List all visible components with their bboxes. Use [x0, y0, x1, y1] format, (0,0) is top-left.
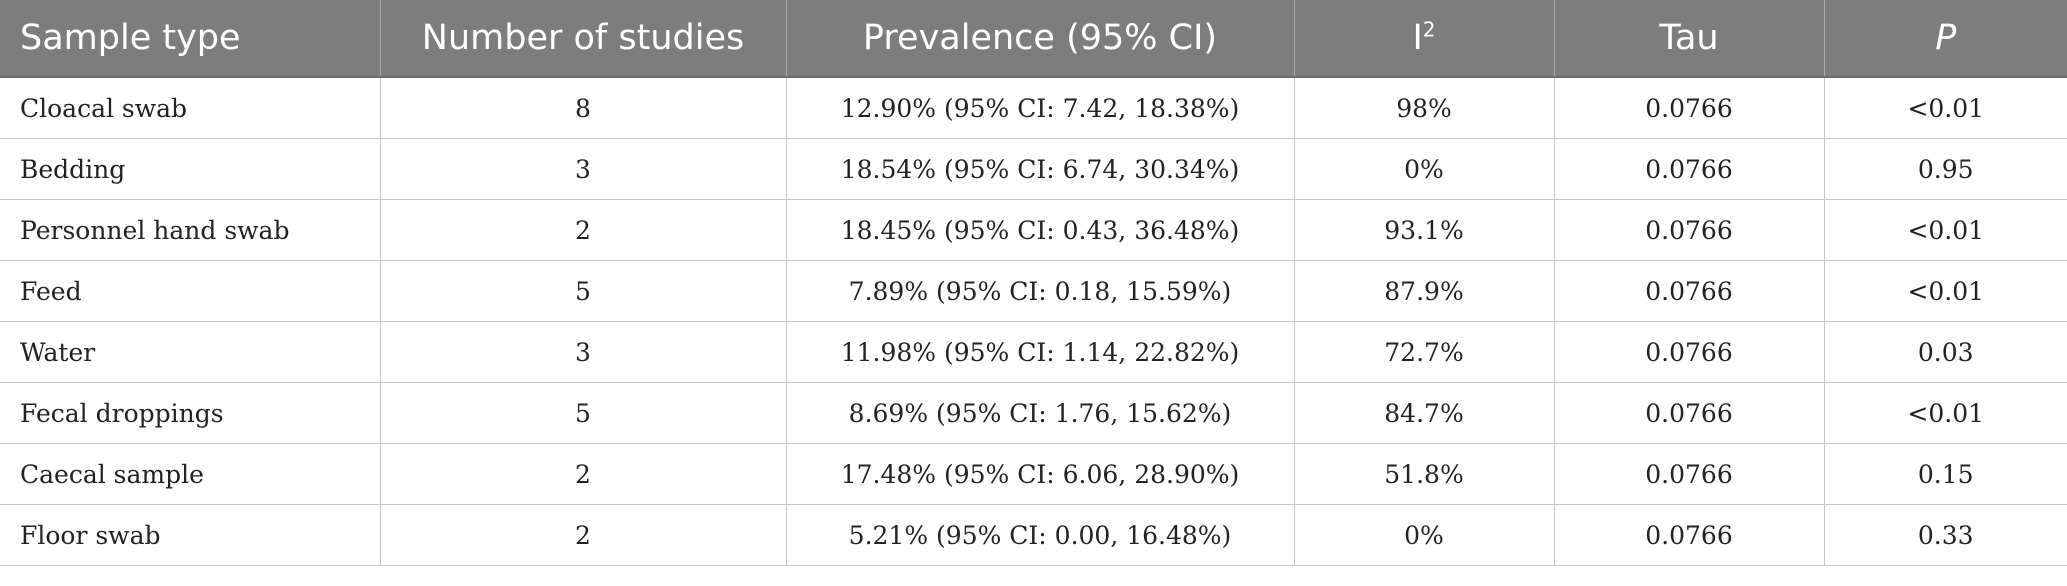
table-row: Water 3 11.98% (95% CI: 1.14, 22.82%) 72…: [0, 321, 2067, 383]
cell-p: 0.33: [1824, 504, 2067, 566]
header-tau: Tau: [1554, 0, 1825, 78]
table-header: Sample type Number of studies Prevalence…: [0, 0, 2067, 78]
header-i2: I2: [1294, 0, 1555, 78]
cell-tau: 0.0766: [1554, 138, 1825, 200]
cell-tau: 0.0766: [1554, 382, 1825, 444]
header-prevalence: Prevalence (95% CI): [786, 0, 1295, 78]
table-row: Cloacal swab 8 12.90% (95% CI: 7.42, 18.…: [0, 77, 2067, 139]
header-sample-type: Sample type: [0, 0, 381, 78]
cell-prevalence: 18.45% (95% CI: 0.43, 36.48%): [786, 199, 1295, 261]
cell-sample-type: Water: [0, 321, 381, 383]
cell-i2: 72.7%: [1294, 321, 1555, 383]
cell-number-of-studies: 2: [380, 443, 787, 505]
cell-prevalence: 18.54% (95% CI: 6.74, 30.34%): [786, 138, 1295, 200]
table-row: Personnel hand swab 2 18.45% (95% CI: 0.…: [0, 199, 2067, 261]
cell-sample-type: Cloacal swab: [0, 77, 381, 139]
cell-tau: 0.0766: [1554, 260, 1825, 322]
cell-tau: 0.0766: [1554, 504, 1825, 566]
cell-p: <0.01: [1824, 199, 2067, 261]
cell-i2: 84.7%: [1294, 382, 1555, 444]
table-row: Floor swab 2 5.21% (95% CI: 0.00, 16.48%…: [0, 504, 2067, 566]
cell-prevalence: 7.89% (95% CI: 0.18, 15.59%): [786, 260, 1295, 322]
cell-i2: 0%: [1294, 138, 1555, 200]
cell-i2: 98%: [1294, 77, 1555, 139]
table-row: Fecal droppings 5 8.69% (95% CI: 1.76, 1…: [0, 382, 2067, 444]
cell-sample-type: Caecal sample: [0, 443, 381, 505]
cell-prevalence: 5.21% (95% CI: 0.00, 16.48%): [786, 504, 1295, 566]
header-number-of-studies: Number of studies: [380, 0, 787, 78]
cell-sample-type: Bedding: [0, 138, 381, 200]
header-i2-superscript: 2: [1422, 17, 1436, 42]
cell-sample-type: Fecal droppings: [0, 382, 381, 444]
cell-i2: 51.8%: [1294, 443, 1555, 505]
cell-prevalence: 17.48% (95% CI: 6.06, 28.90%): [786, 443, 1295, 505]
cell-tau: 0.0766: [1554, 199, 1825, 261]
cell-prevalence: 12.90% (95% CI: 7.42, 18.38%): [786, 77, 1295, 139]
cell-tau: 0.0766: [1554, 321, 1825, 383]
cell-number-of-studies: 8: [380, 77, 787, 139]
header-i2-base: I: [1412, 18, 1423, 58]
cell-p: 0.03: [1824, 321, 2067, 383]
cell-sample-type: Feed: [0, 260, 381, 322]
cell-i2: 87.9%: [1294, 260, 1555, 322]
cell-i2: 0%: [1294, 504, 1555, 566]
cell-p: <0.01: [1824, 260, 2067, 322]
cell-i2: 93.1%: [1294, 199, 1555, 261]
table-row: Caecal sample 2 17.48% (95% CI: 6.06, 28…: [0, 443, 2067, 505]
cell-sample-type: Personnel hand swab: [0, 199, 381, 261]
cell-p: <0.01: [1824, 382, 2067, 444]
cell-tau: 0.0766: [1554, 443, 1825, 505]
table-row: Bedding 3 18.54% (95% CI: 6.74, 30.34%) …: [0, 138, 2067, 200]
cell-prevalence: 8.69% (95% CI: 1.76, 15.62%): [786, 382, 1295, 444]
table-body: Cloacal swab 8 12.90% (95% CI: 7.42, 18.…: [0, 77, 2067, 566]
table-row: Feed 5 7.89% (95% CI: 0.18, 15.59%) 87.9…: [0, 260, 2067, 322]
sample-type-prevalence-table: Sample type Number of studies Prevalence…: [0, 0, 2067, 566]
cell-number-of-studies: 3: [380, 138, 787, 200]
cell-sample-type: Floor swab: [0, 504, 381, 566]
cell-prevalence: 11.98% (95% CI: 1.14, 22.82%): [786, 321, 1295, 383]
header-p: P: [1824, 0, 2067, 78]
cell-number-of-studies: 3: [380, 321, 787, 383]
cell-number-of-studies: 2: [380, 199, 787, 261]
cell-p: <0.01: [1824, 77, 2067, 139]
cell-number-of-studies: 5: [380, 382, 787, 444]
cell-p: 0.15: [1824, 443, 2067, 505]
header-row: Sample type Number of studies Prevalence…: [0, 0, 2067, 78]
cell-number-of-studies: 5: [380, 260, 787, 322]
cell-p: 0.95: [1824, 138, 2067, 200]
cell-number-of-studies: 2: [380, 504, 787, 566]
cell-tau: 0.0766: [1554, 77, 1825, 139]
